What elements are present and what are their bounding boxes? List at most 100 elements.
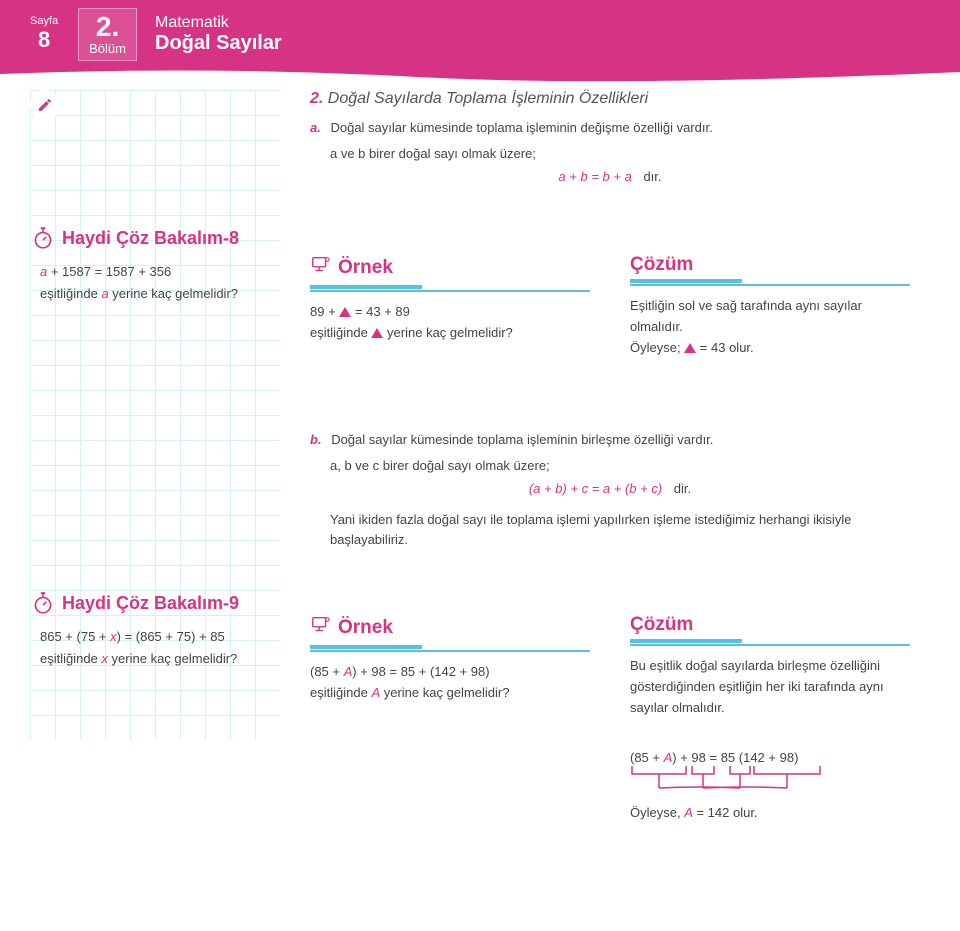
haydi-9-title-row: Haydi Çöz Bakalım-9 [30, 590, 290, 616]
ornek-1-underline [310, 285, 590, 292]
triangle-icon [684, 343, 696, 353]
part-a-lead: a. [310, 120, 321, 135]
cozum-2-title: Çözüm [630, 614, 910, 636]
cozum2-eq: (85 + A) + 98 = 85 (142 + 98) [630, 748, 798, 769]
haydi8-rest: + 1587 = 1587 + 356 [47, 264, 171, 279]
haydi-8-block: Haydi Çöz Bakalım-8 a + 1587 = 1587 + 35… [30, 225, 290, 305]
formula-a-suffix: dır. [643, 169, 661, 184]
topic: Doğal Sayılar [155, 32, 282, 55]
haydi-8-body: a + 1587 = 1587 + 356 eşitliğinde a yeri… [30, 261, 290, 305]
cozum-2-col: Çözüm Bu eşitlik doğal sayılarda birleşm… [630, 614, 910, 824]
o2-q2post: yerine kaç gelmelidir? [380, 685, 509, 700]
ornek-2-col: Örnek (85 + A) + 98 = 85 + (142 + 98) eş… [310, 614, 590, 824]
board-icon [310, 614, 332, 642]
cozum2-t1: Bu eşitlik doğal sayılarda birleşme özel… [630, 656, 910, 718]
haydi-8-line2: eşitliğinde a yerine kaç gelmelidir? [40, 283, 290, 305]
cozum-1-col: Çözüm Eşitliğin sol ve sağ tarafında ayn… [630, 254, 910, 358]
ornek2-q1: (85 + A) + 98 = 85 + (142 + 98) [310, 662, 590, 683]
topic-number: 2. [310, 90, 323, 107]
ornek-1-label: Örnek [338, 257, 393, 279]
cozum-1-title: Çözüm [630, 254, 910, 276]
haydi-9-body: 865 + (75 + x) = (865 + 75) + 85 eşitliğ… [30, 626, 290, 670]
cozum1-t2pre: Öyleyse; [630, 340, 684, 355]
stopwatch-icon [30, 590, 56, 616]
cozum-1-label: Çözüm [630, 254, 693, 276]
ornek1-q2: eşitliğinde yerine kaç gelmelidir? [310, 323, 590, 344]
formula-a: a + b = b + a dır. [310, 169, 910, 184]
ornek-1-title: Örnek [310, 254, 590, 282]
ornek-2-label: Örnek [338, 617, 393, 639]
formula-b: (a + b) + c = a + (b + c) dir. [310, 481, 910, 496]
ornek1-qpost: = 43 + 89 [351, 304, 410, 319]
haydi-8-title-row: Haydi Çöz Bakalım-8 [30, 225, 290, 251]
c2-fpost: = 142 olur. [693, 805, 758, 820]
c2-eqmid: ) + 98 = 85 (142 + 98) [672, 750, 798, 765]
ornek-2-title: Örnek [310, 614, 590, 642]
stopwatch-icon [30, 225, 56, 251]
ornek2-q2: eşitliğinde A yerine kaç gelmelidir? [310, 683, 590, 704]
c2-eqvar: A [664, 750, 673, 765]
o2-q2var: A [371, 685, 380, 700]
board-icon [310, 254, 332, 282]
section-box: 2. Bölüm [78, 8, 137, 61]
c2-fvar: A [684, 805, 693, 820]
part-a-sub: a ve b birer doğal sayı olmak üzere; [310, 144, 910, 164]
haydi-8-line1: a + 1587 = 1587 + 356 [40, 261, 290, 283]
haydi8-l2var: a [101, 286, 108, 301]
c2-eqpre: (85 + [630, 750, 664, 765]
subject-block: Matematik Doğal Sayılar [155, 14, 282, 55]
h9-l1post: ) = (865 + 75) + 85 [117, 629, 225, 644]
main-column: 2. Doğal Sayılarda Toplama İşleminin Öze… [310, 90, 910, 198]
haydi-9-line1: 865 + (75 + x) = (865 + 75) + 85 [40, 626, 290, 648]
part-b-line: b. Doğal sayılar kümesinde toplama işlem… [310, 430, 910, 450]
o2-q1post: ) + 98 = 85 + (142 + 98) [352, 664, 489, 679]
cozum-2-body: Bu eşitlik doğal sayılarda birleşme özel… [630, 656, 910, 824]
ornek-2-body: (85 + A) + 98 = 85 + (142 + 98) eşitliği… [310, 662, 590, 704]
h9-l2pre: eşitliğinde [40, 651, 101, 666]
haydi-9-block: Haydi Çöz Bakalım-9 865 + (75 + x) = (86… [30, 590, 290, 670]
ornek1-q2post: yerine kaç gelmelidir? [383, 325, 512, 340]
ornek1-q1: 89 + = 43 + 89 [310, 302, 590, 323]
haydi-8-title: Haydi Çöz Bakalım-8 [62, 228, 239, 249]
part-b-lead: b. [310, 432, 322, 447]
page-number-badge: Sayfa 8 [30, 15, 58, 53]
ornek1-qpre: 89 + [310, 304, 339, 319]
formula-a-expr: a + b = b + a [558, 169, 631, 184]
o2-q2pre: eşitliğinde [310, 685, 371, 700]
part-b-sub: a, b ve c birer doğal sayı olmak üzere; [310, 456, 910, 476]
part-b-block: b. Doğal sayılar kümesinde toplama işlem… [310, 430, 910, 555]
ornek-1-body: 89 + = 43 + 89 eşitliğinde yerine kaç ge… [310, 302, 590, 344]
page-number: 8 [30, 27, 58, 53]
h9-l1pre: 865 + (75 + [40, 629, 110, 644]
haydi8-l2pre: eşitliğinde [40, 286, 101, 301]
triangle-icon [339, 307, 351, 317]
section-title: 2. Doğal Sayılarda Toplama İşleminin Öze… [310, 90, 910, 108]
topic-title: Doğal Sayılarda Toplama İşleminin Özelli… [328, 90, 648, 107]
subject: Matematik [155, 14, 282, 32]
header-curve [0, 68, 960, 88]
haydi8-l2post: yerine kaç gelmelidir? [109, 286, 238, 301]
ornek-1-col: Örnek 89 + = 43 + 89 eşitliğinde yerine … [310, 254, 590, 358]
haydi-9-title: Haydi Çöz Bakalım-9 [62, 593, 239, 614]
part-b-note: Yani ikiden fazla doğal sayı ile toplama… [310, 510, 910, 549]
page-header: Sayfa 8 2. Bölüm Matematik Doğal Sayılar [0, 0, 960, 68]
formula-b-expr: (a + b) + c = a + (b + c) [529, 481, 662, 496]
cozum1-t2post: = 43 olur. [696, 340, 753, 355]
section-label: Bölüm [89, 41, 126, 56]
c2-fpre: Öyleyse, [630, 805, 684, 820]
part-a-text: Doğal sayılar kümesinde toplama işlemini… [330, 120, 712, 135]
o2-q1pre: (85 + [310, 664, 344, 679]
ornek-2-underline [310, 645, 590, 652]
formula-b-suffix: dir. [674, 481, 691, 496]
pencil-icon [30, 90, 60, 120]
section-number: 2. [89, 13, 126, 41]
cozum2-final: Öyleyse, A = 142 olur. [630, 803, 910, 824]
haydi-9-line2: eşitliğinde x yerine kaç gelmelidir? [40, 648, 290, 670]
page-label: Sayfa [30, 15, 58, 27]
cozum-2-label: Çözüm [630, 614, 693, 636]
cozum-1-body: Eşitliğin sol ve sağ tarafında aynı sayı… [630, 296, 910, 358]
example-2: Örnek (85 + A) + 98 = 85 + (142 + 98) eş… [310, 610, 910, 824]
h9-l2post: yerine kaç gelmelidir? [108, 651, 237, 666]
cozum-2-underline [630, 639, 910, 646]
cozum-1-underline [630, 279, 910, 286]
